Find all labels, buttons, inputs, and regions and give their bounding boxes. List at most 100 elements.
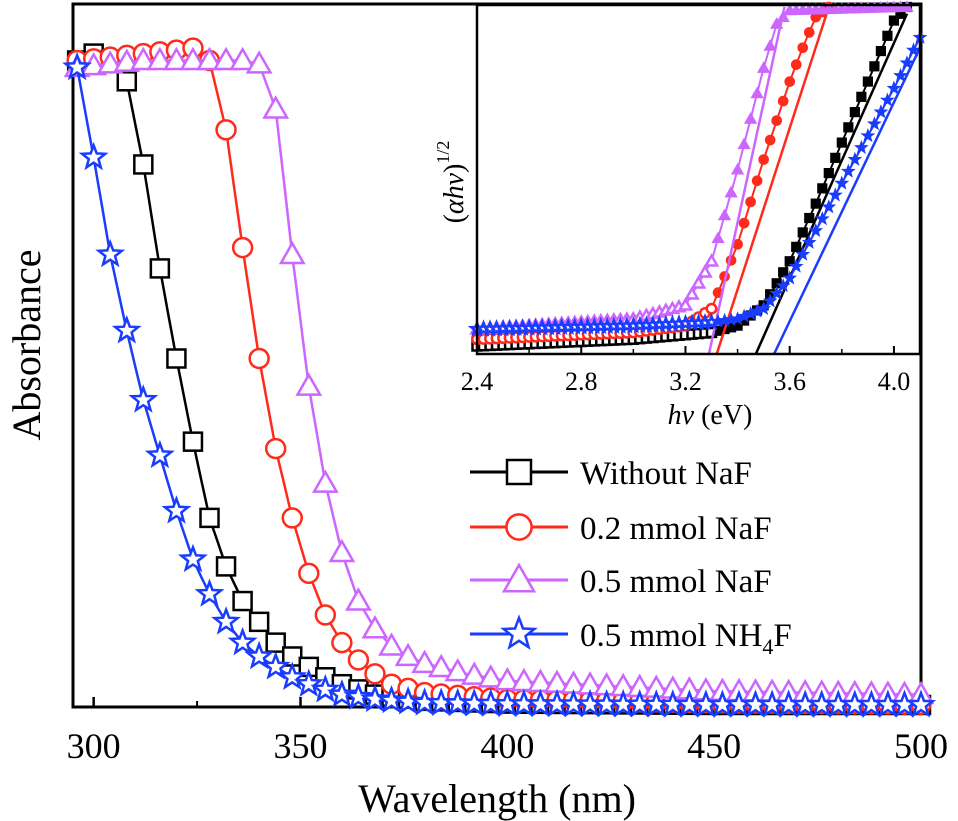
data-point-triangle <box>212 46 240 71</box>
series-0-5-mmol-nh4f <box>62 51 936 718</box>
inset-point-square <box>849 106 860 118</box>
inset-x-axis-symbol: hv <box>668 400 695 431</box>
inset-y-axis-close: ) <box>439 164 470 173</box>
inset-point-square <box>804 212 815 224</box>
legend-marker-circle <box>505 513 533 541</box>
data-point-circle <box>281 507 303 529</box>
data-point-square <box>116 71 138 92</box>
inset-point-triangle <box>703 253 720 267</box>
data-point-star <box>343 681 374 710</box>
inset-point-triangle <box>756 61 771 73</box>
inset-point-square <box>836 137 847 148</box>
inset-point-triangle <box>750 86 764 99</box>
data-point-square <box>248 611 270 633</box>
legend-item-without-naf: Without NaF <box>470 456 752 492</box>
data-point-triangle <box>278 240 306 265</box>
inset-point-star <box>808 222 824 238</box>
data-point-triangle <box>96 50 124 74</box>
x-tick-label: 500 <box>894 726 948 766</box>
data-point-star <box>128 384 159 413</box>
legend-label-without-naf: Without NaF <box>580 456 752 492</box>
inset-point-square <box>869 61 880 72</box>
legend-marker-square <box>505 458 533 486</box>
data-point-triangle <box>411 649 439 674</box>
data-point-triangle <box>179 46 207 71</box>
data-point-triangle <box>129 46 157 71</box>
x-tick-label: 350 <box>274 726 328 766</box>
x-tick-label: 400 <box>480 726 534 766</box>
data-point-square <box>133 154 154 175</box>
inset-point-triangle <box>730 162 745 175</box>
inset-point-star <box>814 211 830 226</box>
inset-point-square <box>797 227 808 238</box>
x-tick-label: 450 <box>687 726 741 766</box>
legend-item-0-5-mmol-naf: 0.5 mmol NaF <box>470 562 772 600</box>
inset-fit-line-0-2-mmol-naf <box>715 6 830 355</box>
data-point-triangle <box>163 46 190 71</box>
inset-point-star <box>769 285 785 300</box>
data-point-circle <box>314 604 337 626</box>
data-point-star <box>62 51 93 81</box>
legend-marker-triangle <box>501 562 537 593</box>
inset-point-star <box>762 293 778 308</box>
data-point-triangle <box>113 48 141 72</box>
y-axis-title: Absorbance <box>4 249 49 440</box>
data-point-triangle <box>345 587 372 611</box>
inset-x-tick-label: 3.6 <box>773 367 806 396</box>
data-point-star <box>194 578 225 607</box>
inset-x-tick-label: 4.0 <box>878 367 911 396</box>
inset-point-star <box>854 139 869 155</box>
inset-point-circle <box>751 175 763 187</box>
data-point-star <box>111 315 142 344</box>
inset-point-circle <box>745 196 756 208</box>
legend-item-0-2-mmol-naf: 0.2 mmol NaF <box>470 511 772 547</box>
inset-point-triangle <box>900 0 914 12</box>
inset-point-circle <box>738 217 750 229</box>
data-point-star <box>244 640 275 670</box>
legend-label-nh4f-suffix: F <box>773 618 791 654</box>
legend-symbol-circle <box>505 513 533 541</box>
inset-point-triangle <box>690 275 707 289</box>
data-point-star <box>260 651 291 680</box>
inset-point-circle <box>758 154 769 165</box>
inset-x-axis-title: hv (eV) <box>668 400 753 431</box>
inset-point-circle <box>705 302 718 315</box>
inset-point-triangle <box>717 208 732 221</box>
inset-point-star <box>782 270 798 285</box>
inset-point-star <box>886 80 902 95</box>
legend-label-nh4f-main: 0.5 mmol NH <box>580 618 762 654</box>
legend-item-0-5-mmol-nh4f: 0.5 mmol NH4F <box>470 614 792 659</box>
inset-point-star <box>756 300 771 315</box>
inset-point-star <box>834 175 850 190</box>
data-point-star <box>211 606 241 635</box>
inset-background <box>477 5 920 354</box>
inset-point-star <box>906 42 921 57</box>
data-point-circle <box>215 119 237 141</box>
inset-point-square <box>791 241 802 252</box>
x-tick-label: 300 <box>67 726 121 766</box>
inset-point-circle <box>777 95 789 107</box>
inset-point-circle <box>790 59 802 70</box>
data-point-star <box>161 495 192 524</box>
data-point-star <box>78 141 109 171</box>
inset-point-star <box>893 67 908 83</box>
data-point-star <box>310 674 341 703</box>
data-point-star <box>95 238 126 268</box>
inset-point-star <box>899 55 915 70</box>
data-point-triangle <box>245 50 273 74</box>
inset-point-square <box>830 152 841 163</box>
data-point-circle <box>347 649 370 671</box>
data-point-square <box>182 431 204 452</box>
inset-point-square <box>888 15 900 26</box>
inset-point-square <box>843 122 854 133</box>
data-point-square <box>215 556 237 577</box>
inset-series-0-5-mmol-nh4f <box>467 29 928 355</box>
data-point-square <box>166 348 187 369</box>
data-point-triangle <box>295 372 323 396</box>
inset-point-square <box>875 45 887 57</box>
inset-x-tick-label: 2.8 <box>565 367 598 396</box>
data-point-circle <box>364 663 386 685</box>
data-point-circle <box>231 236 254 259</box>
inset-point-star <box>873 104 889 119</box>
data-point-square <box>232 590 253 612</box>
